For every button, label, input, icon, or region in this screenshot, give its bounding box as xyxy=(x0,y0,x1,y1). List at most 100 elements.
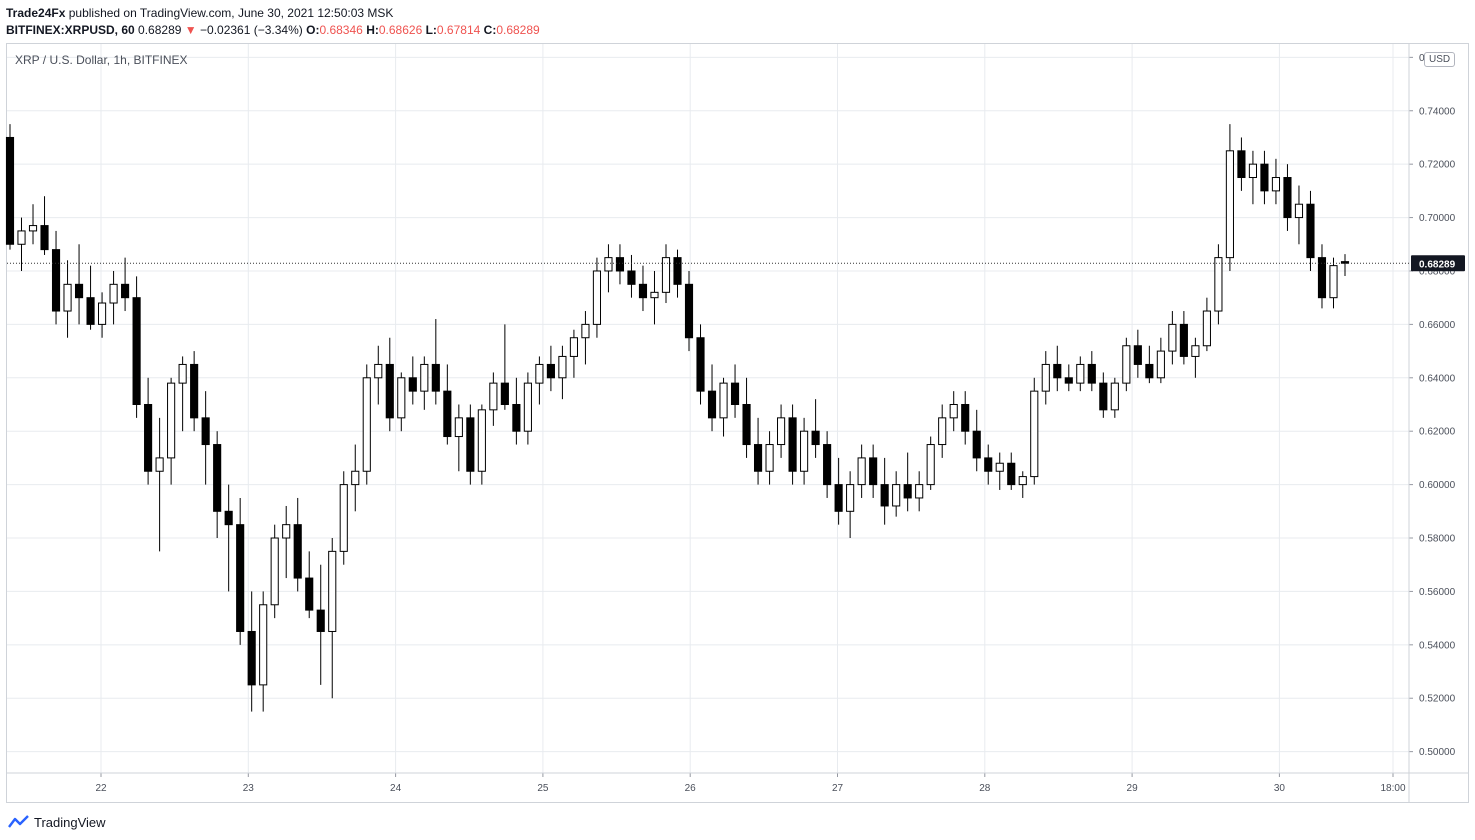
candle-down xyxy=(408,377,417,392)
candle-up xyxy=(915,484,924,499)
y-tick-label: 0.54000 xyxy=(1419,640,1456,651)
last-price: 0.68289 xyxy=(138,23,182,37)
last-price-badge xyxy=(1411,255,1465,272)
candle-up xyxy=(397,377,406,419)
candle-up xyxy=(650,291,659,299)
candle-down xyxy=(5,136,15,245)
candle-up xyxy=(167,382,176,459)
candle-down xyxy=(730,382,740,405)
candle-down xyxy=(972,430,981,459)
candle-down xyxy=(431,363,440,392)
candle-down xyxy=(1053,363,1062,379)
y-tick-label: 0.50000 xyxy=(1419,747,1456,758)
candle-down xyxy=(615,257,625,272)
candle-up xyxy=(1191,345,1200,357)
x-tick-label: 18:00 xyxy=(1380,783,1405,794)
candle-up xyxy=(1030,390,1039,478)
candle-up xyxy=(259,604,268,686)
x-tick-label: 23 xyxy=(243,783,255,794)
candle-down xyxy=(443,390,452,438)
candle-down xyxy=(1260,163,1269,192)
candle-down xyxy=(869,457,878,486)
candle-down xyxy=(753,444,763,472)
candle-down xyxy=(1145,363,1154,379)
candle-down xyxy=(316,609,325,632)
candle-down xyxy=(1237,150,1246,179)
candle-up xyxy=(1202,310,1211,347)
author-name[interactable]: Trade24Fx xyxy=(6,6,66,20)
footer-brand-name: TradingView xyxy=(34,814,106,830)
candle-up xyxy=(1041,363,1050,392)
candle-down xyxy=(236,524,245,632)
candle-down xyxy=(121,283,130,299)
candle-up xyxy=(661,257,671,293)
candle-up xyxy=(155,457,164,472)
candle-up xyxy=(328,550,337,632)
candle-down xyxy=(144,403,153,472)
chart-legend-title: XRP / U.S. Dollar, 1h, BITFINEX xyxy=(15,53,188,67)
candle-down xyxy=(512,403,521,432)
candle-down xyxy=(638,283,648,299)
candle-down xyxy=(811,430,820,446)
candle-up xyxy=(846,484,855,512)
y-tick-label: 0.52000 xyxy=(1419,694,1456,705)
candle-up xyxy=(28,225,38,232)
candle-up xyxy=(489,382,498,411)
candle-up xyxy=(270,537,279,606)
candle-up xyxy=(477,409,486,472)
x-tick-label: 24 xyxy=(390,783,402,794)
x-tick-label: 29 xyxy=(1127,783,1139,794)
y-tick-label: 0.56000 xyxy=(1419,587,1456,598)
candle-up xyxy=(535,363,544,384)
candle-down xyxy=(823,444,832,486)
candle-down xyxy=(213,444,222,512)
candle-up xyxy=(995,462,1004,472)
candle-down xyxy=(834,484,843,512)
y-tick-label: 0.64000 xyxy=(1419,373,1456,384)
candle-down xyxy=(466,417,475,472)
candle-up xyxy=(1122,345,1131,384)
low-label: L: xyxy=(425,23,437,37)
candle-down xyxy=(247,630,256,686)
candle-up xyxy=(282,524,291,539)
published-text: published on TradingView.com, June 30, 2… xyxy=(68,6,394,20)
y-tick-label: 0.74000 xyxy=(1419,106,1456,117)
y-tick-label: 0.70000 xyxy=(1419,213,1456,224)
candle-down xyxy=(74,283,84,299)
x-tick-label: 27 xyxy=(832,783,844,794)
candle-down xyxy=(961,403,970,432)
x-tick-label: 30 xyxy=(1274,783,1286,794)
candle-up xyxy=(892,484,901,507)
candle-down xyxy=(51,249,61,312)
currency-badge[interactable]: USD xyxy=(1424,52,1456,67)
candle-down xyxy=(788,417,797,472)
open-value: 0.68346 xyxy=(319,23,363,37)
candle-down xyxy=(500,382,509,405)
candle-up xyxy=(1225,150,1234,259)
candle-up xyxy=(523,382,532,432)
candle-up xyxy=(339,484,348,552)
candle-up xyxy=(420,363,429,392)
candle-down xyxy=(1087,363,1096,384)
x-tick-label: 25 xyxy=(537,783,549,794)
candle-up xyxy=(1214,257,1223,312)
candle-down xyxy=(293,524,302,579)
candle-down xyxy=(201,417,210,446)
chart-frame xyxy=(6,43,1469,803)
candle-up xyxy=(569,337,578,357)
candle-up xyxy=(857,457,866,486)
close-value: 0.68289 xyxy=(496,23,540,37)
candle-down xyxy=(707,390,717,419)
high-label: H: xyxy=(366,23,379,37)
candle-down xyxy=(1317,257,1327,299)
footer-branding[interactable]: TradingView xyxy=(8,812,106,832)
candle-down xyxy=(305,577,314,611)
candle-down xyxy=(696,337,705,392)
open-label: O: xyxy=(306,23,320,37)
candle-down xyxy=(1099,382,1108,411)
x-tick-label: 22 xyxy=(95,783,107,794)
candle-up xyxy=(63,283,72,312)
candle-down xyxy=(40,225,49,251)
high-value: 0.68626 xyxy=(378,23,423,37)
